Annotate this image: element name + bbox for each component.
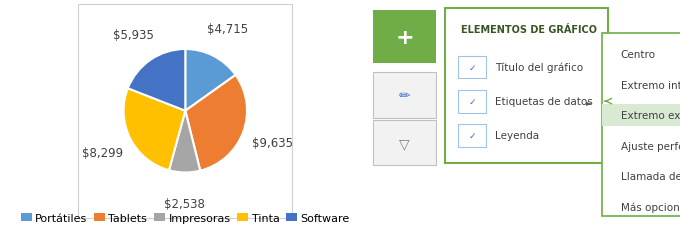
Text: ✓: ✓ <box>469 131 476 140</box>
Text: ✓: ✓ <box>469 63 476 72</box>
Wedge shape <box>185 50 235 111</box>
Text: ►: ► <box>586 97 592 106</box>
Text: ▽: ▽ <box>399 136 410 150</box>
Bar <box>602 105 680 127</box>
Text: ✏: ✏ <box>399 89 411 102</box>
FancyBboxPatch shape <box>373 73 436 118</box>
Bar <box>458 56 486 79</box>
Text: $2,538: $2,538 <box>164 197 205 210</box>
FancyBboxPatch shape <box>602 34 680 216</box>
FancyBboxPatch shape <box>373 11 436 64</box>
FancyBboxPatch shape <box>445 9 608 163</box>
Legend: Portátiles, Tablets, Impresoras, Tinta, Software: Portátiles, Tablets, Impresoras, Tinta, … <box>16 208 354 227</box>
Text: Ajuste perfecto: Ajuste perfecto <box>621 141 680 151</box>
Wedge shape <box>128 50 186 111</box>
Text: +: + <box>396 27 414 47</box>
Wedge shape <box>124 89 186 170</box>
Text: Extremo interno: Extremo interno <box>621 81 680 91</box>
Text: $5,935: $5,935 <box>113 29 154 42</box>
Text: $4,715: $4,715 <box>207 23 248 36</box>
Text: $9,635: $9,635 <box>252 137 292 150</box>
Wedge shape <box>186 76 247 171</box>
Wedge shape <box>169 111 200 173</box>
Text: ✓: ✓ <box>469 97 476 106</box>
Text: Centro: Centro <box>621 50 656 60</box>
Text: Etiquetas de datos: Etiquetas de datos <box>496 97 593 107</box>
Text: Más opciones...: Más opciones... <box>621 201 680 212</box>
Text: $8,299: $8,299 <box>82 146 123 159</box>
Bar <box>78 5 292 218</box>
Text: Llamada de datos: Llamada de datos <box>621 171 680 181</box>
Bar <box>458 124 486 147</box>
Text: Título del gráfico: Título del gráfico <box>496 62 583 73</box>
Text: ELEMENTOS DE GRÁFICO: ELEMENTOS DE GRÁFICO <box>461 25 597 35</box>
Text: Extremo externo: Extremo externo <box>621 111 680 121</box>
FancyBboxPatch shape <box>373 121 436 166</box>
Text: Leyenda: Leyenda <box>496 131 539 141</box>
Bar <box>458 90 486 113</box>
